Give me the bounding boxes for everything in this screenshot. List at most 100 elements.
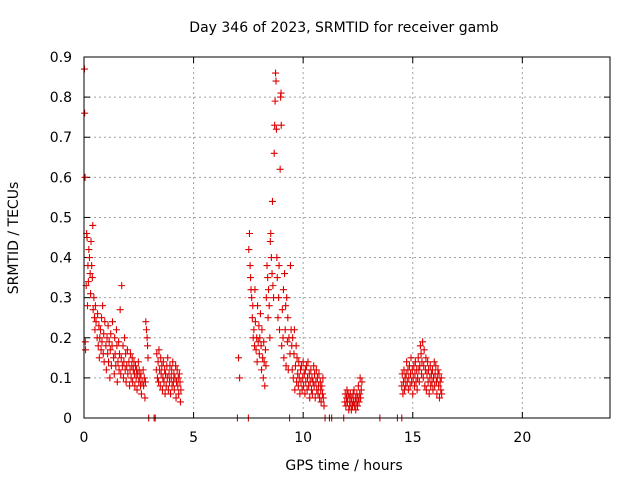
data-point: [419, 374, 427, 382]
data-point: [270, 149, 278, 157]
data-point: [282, 302, 290, 310]
data-point: [259, 374, 267, 382]
data-point: [111, 334, 119, 342]
data-point: [290, 326, 298, 334]
data-point: [94, 310, 102, 318]
data-point: [156, 382, 164, 390]
data-point: [437, 374, 445, 382]
data-point: [110, 370, 118, 378]
data-point: [164, 386, 172, 394]
data-point: [245, 229, 253, 237]
data-point: [355, 398, 363, 406]
data-point: [98, 338, 106, 346]
data-point: [159, 358, 167, 366]
data-point: [236, 374, 244, 382]
data-point: [84, 278, 92, 286]
data-point: [96, 326, 104, 334]
data-point: [411, 370, 419, 378]
data-point: [271, 97, 279, 105]
data-point: [85, 254, 93, 262]
data-point: [291, 362, 299, 370]
data-point: [411, 358, 419, 366]
data-point: [107, 330, 115, 338]
data-point: [141, 394, 149, 402]
data-point: [317, 386, 325, 394]
data-point: [155, 346, 163, 354]
data-point: [95, 354, 103, 362]
data-point: [280, 354, 288, 362]
data-point: [248, 294, 256, 302]
y-tick-label: 0.9: [50, 50, 72, 66]
data-point: [318, 382, 326, 390]
data-point: [104, 322, 112, 330]
data-point: [413, 386, 421, 394]
data-point: [319, 374, 327, 382]
data-point: [415, 378, 423, 386]
data-point: [252, 346, 260, 354]
data-point: [357, 394, 365, 402]
data-point: [271, 121, 279, 129]
data-point: [260, 338, 268, 346]
data-point: [312, 366, 320, 374]
x-tick-label: 15: [404, 430, 422, 446]
data-point: [259, 354, 267, 362]
data-point: [246, 262, 254, 270]
data-points: [80, 65, 446, 422]
data-point: [250, 326, 258, 334]
data-point: [174, 382, 182, 390]
data-point: [87, 238, 95, 246]
data-point: [263, 262, 271, 270]
data-point: [85, 246, 93, 254]
data-point: [105, 358, 113, 366]
data-point: [137, 390, 145, 398]
data-point: [140, 374, 148, 382]
data-point: [169, 358, 177, 366]
data-point: [137, 370, 145, 378]
data-point: [354, 402, 362, 410]
data-point: [315, 370, 323, 378]
data-point: [275, 294, 283, 302]
data-point: [409, 390, 417, 398]
y-tick-label: 0.6: [50, 170, 72, 186]
data-point: [133, 386, 141, 394]
y-tick-label: 0.8: [50, 90, 72, 106]
data-point: [104, 350, 112, 358]
data-point: [245, 246, 253, 254]
data-point: [265, 302, 273, 310]
data-point: [284, 314, 292, 322]
data-point: [417, 350, 425, 358]
data-point: [310, 362, 318, 370]
data-point: [260, 358, 268, 366]
data-point: [128, 354, 136, 362]
data-point: [116, 350, 124, 358]
y-tick-label: 0.7: [50, 130, 72, 146]
data-point: [356, 374, 364, 382]
data-point: [292, 342, 300, 350]
data-point: [172, 362, 180, 370]
data-point: [102, 366, 110, 374]
data-point: [158, 386, 166, 394]
data-point: [162, 382, 170, 390]
data-point: [175, 370, 183, 378]
data-point: [279, 334, 287, 342]
data-point: [113, 342, 121, 350]
data-point: [172, 394, 180, 402]
data-point: [108, 318, 116, 326]
data-point: [176, 378, 184, 386]
data-point: [273, 254, 281, 262]
data-point: [435, 394, 443, 402]
data-point: [268, 197, 276, 205]
data-point: [302, 362, 310, 370]
data-point: [83, 234, 91, 241]
data-point: [294, 370, 302, 378]
data-point: [256, 310, 264, 318]
data-point: [419, 338, 427, 346]
data-point: [173, 366, 181, 374]
data-point: [320, 402, 328, 410]
data-point: [356, 390, 364, 398]
data-point: [114, 358, 122, 366]
x-axis-title: GPS time / hours: [285, 458, 402, 474]
data-point: [264, 274, 272, 282]
data-point: [435, 382, 443, 390]
